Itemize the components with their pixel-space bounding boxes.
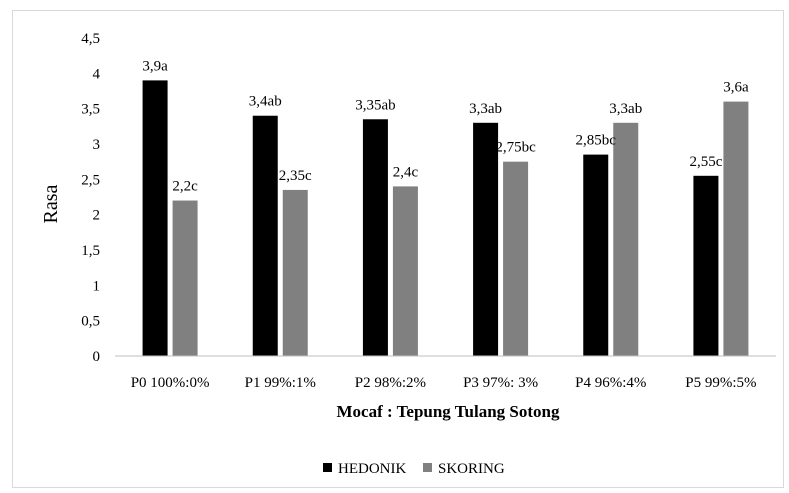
bar-skoring [723, 101, 749, 356]
y-axis-title: Rasa [40, 184, 62, 223]
x-tick-label: P1 99%:1% [245, 375, 316, 391]
bar-hedonik [473, 122, 499, 356]
y-axis-ticks: 0 0,5 1 1,5 2 2,5 3 3,5 4 4,5 [81, 31, 100, 365]
y-tick-label: 4 [93, 66, 101, 82]
x-tick-label: P5 99%:5% [685, 375, 756, 391]
bar-skoring [282, 189, 308, 356]
y-tick-label: 2 [93, 208, 101, 224]
data-label: 2,75bc [495, 140, 536, 156]
data-label: 3,4ab [249, 94, 282, 110]
data-label: 2,2c [172, 179, 198, 195]
y-tick-label: 2,5 [81, 172, 100, 188]
x-tick-label: P2 98%:2% [355, 375, 426, 391]
legend-swatch-skoring [423, 463, 432, 472]
y-tick-label: 3,5 [81, 102, 100, 118]
bar-skoring [392, 186, 418, 356]
data-label: 2,55c [689, 154, 722, 170]
data-label: 3,6a [723, 80, 749, 96]
x-axis-title: Mocaf : Tepung Tulang Sotong [337, 402, 560, 421]
bar-hedonik [693, 175, 719, 356]
bar-hedonik [583, 154, 609, 356]
legend-swatch-hedonik [323, 463, 332, 472]
y-tick-label: 1 [93, 278, 101, 294]
y-tick-label: 1,5 [81, 243, 100, 259]
legend-label-hedonik: HEDONIK [338, 461, 406, 477]
x-axis-ticks: P0 100%:0% P1 99%:1% P2 98%:2% P3 97%: 3% P4… [131, 375, 757, 391]
x-tick-label: P0 100%:0% [131, 375, 210, 391]
data-label: 3,3ab [469, 101, 502, 117]
data-label: 2,35c [279, 168, 312, 184]
legend: HEDONIK SKORING [323, 461, 505, 477]
x-tick-label: P3 97%: 3% [463, 375, 538, 391]
legend-label-skoring: SKORING [438, 461, 505, 477]
data-label: 3,35ab [355, 97, 395, 113]
bar-skoring [613, 122, 639, 356]
data-label: 3,9a [142, 58, 168, 74]
bar-hedonik [142, 80, 168, 357]
data-label: 2,85bc [576, 133, 617, 149]
data-label: 2,4c [393, 164, 419, 180]
bars [142, 80, 749, 357]
y-tick-label: 0 [93, 349, 101, 365]
bar-hedonik [252, 115, 278, 356]
y-tick-label: 3 [93, 137, 101, 153]
bar-skoring [503, 161, 529, 356]
data-label: 3,3ab [609, 101, 642, 117]
x-tick-label: P4 96%:4% [575, 375, 646, 391]
y-tick-label: 0,5 [81, 314, 100, 330]
bar-skoring [172, 200, 198, 356]
data-labels: 3,9a 2,2c 3,4ab 2,35c 3,35ab 2,4c 3,3ab 2,75bc 2… [142, 58, 749, 194]
y-tick-label: 4,5 [81, 31, 100, 47]
bar-hedonik [362, 119, 388, 357]
